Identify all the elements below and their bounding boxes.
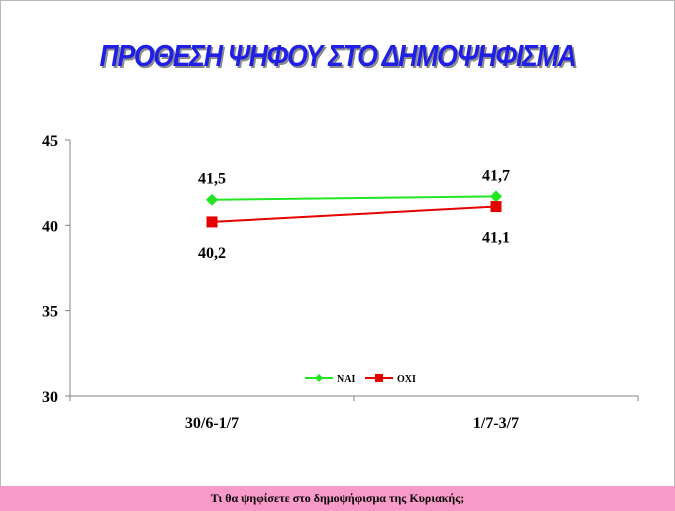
x-tick-label: 1/7-3/7: [473, 415, 519, 432]
data-label: 41,5: [198, 171, 226, 188]
series-line-2: [211, 205, 497, 223]
series-point-1: [490, 190, 502, 203]
legend-marker: [315, 374, 323, 382]
data-label: 40,2: [198, 245, 226, 262]
question-footer: Τι θα ψηφίσετε στο δημοψήφισμα της Κυρια…: [0, 486, 675, 511]
data-label: 41,7: [482, 167, 510, 184]
series-point-1: [206, 193, 218, 206]
y-tick-label: 45: [42, 133, 58, 150]
series-point-2: [206, 216, 218, 228]
x-tick-label: 30/6-1/7: [185, 415, 239, 432]
chart-title: ΠΡΟΘΕΣΗ ΨΗΦΟΥ ΣΤΟ ΔΗΜΟΨΗΦΙΣΜΑ: [99, 38, 577, 73]
y-tick-label: 30: [42, 389, 58, 406]
legend-label: ΟΧΙ: [397, 374, 416, 385]
y-tick-label: 40: [42, 218, 58, 235]
legend-label: ΝΑΙ: [337, 374, 355, 385]
legend-marker: [375, 374, 383, 382]
series-line-1: [211, 195, 497, 201]
data-label: 41,1: [482, 230, 510, 247]
y-tick-label: 35: [42, 304, 58, 321]
series-point-2: [490, 201, 502, 213]
